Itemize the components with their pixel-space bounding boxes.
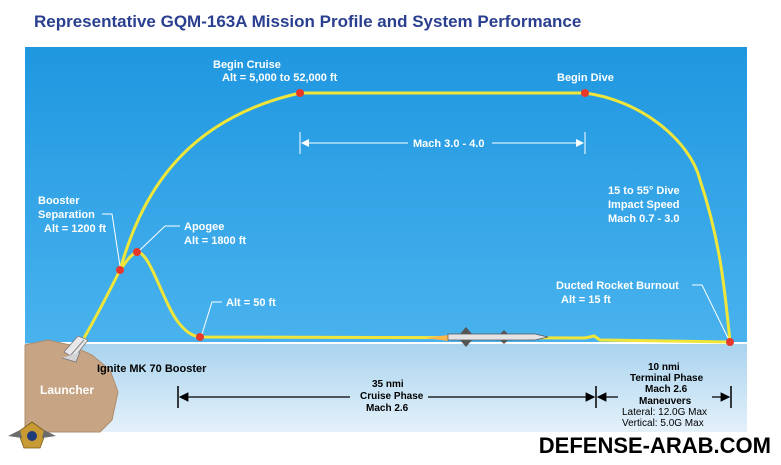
booster-separation-alt-label: Alt = 1200 ft	[44, 223, 106, 235]
booster-separation-label-2: Separation	[38, 209, 95, 221]
apogee-label: Apogee	[184, 221, 224, 233]
forum-logo	[8, 421, 56, 449]
begin-dive-label: Begin Dive	[557, 72, 614, 84]
launcher-ground	[24, 339, 119, 433]
maneuvers-label: Maneuvers	[639, 396, 692, 407]
maneuvers-lateral-label: Lateral: 12.0G Max	[622, 407, 707, 418]
waypoint-begin-dive	[581, 89, 589, 97]
booster-separation-leader	[102, 213, 121, 267]
cruise-phase-label: Cruise Phase	[360, 391, 424, 402]
dive-label-1: 15 to 55° Dive	[608, 185, 680, 197]
missile-icon	[425, 327, 549, 347]
begin-cruise-alt-label: Alt = 5,000 to 52,000 ft	[222, 72, 338, 84]
ducted-burnout-alt-label: Alt = 15 ft	[561, 294, 611, 306]
sea-background	[25, 343, 747, 432]
watermark: DEFENSE-ARAB.COM	[538, 433, 771, 458]
dive-label-3: Mach 0.7 - 3.0	[608, 213, 680, 225]
begin-cruise-label: Begin Cruise	[213, 59, 281, 71]
terminal-dist-label: 10 nmi	[648, 362, 680, 373]
sky-background	[25, 47, 747, 349]
apogee-leader	[139, 225, 180, 251]
apogee-alt-label: Alt = 1800 ft	[184, 235, 246, 247]
terminal-mach-label: Mach 2.6	[645, 384, 688, 395]
waypoint-begin-cruise	[296, 89, 304, 97]
cruise-mach-label: Mach 2.6	[366, 403, 409, 414]
waypoint-apogee	[133, 248, 141, 256]
booster-separation-label-1: Booster	[38, 195, 80, 207]
launcher-icon	[61, 335, 89, 363]
ducted-burnout-label: Ducted Rocket Burnout	[556, 280, 679, 292]
alt-50-leader	[201, 301, 222, 335]
page-title: Representative GQM-163A Mission Profile …	[34, 12, 582, 31]
terminal-phase-label: Terminal Phase	[630, 373, 704, 384]
ignite-booster-label: Ignite MK 70 Booster	[97, 363, 207, 375]
maneuvers-vertical-label: Vertical: 5.0G Max	[622, 418, 704, 429]
launcher-label: Launcher	[40, 383, 94, 397]
waypoint-alt-50	[196, 333, 204, 341]
cruise-dist-label: 35 nmi	[372, 379, 404, 390]
ducted-burnout-leader	[692, 284, 729, 339]
waypoint-booster-separation	[116, 266, 124, 274]
dive-label-2: Impact Speed	[608, 199, 680, 211]
waypoint-ducted-burnout	[726, 338, 734, 346]
alt-50-label: Alt = 50 ft	[226, 297, 276, 309]
mach-cruise-label: Mach 3.0 - 4.0	[413, 138, 485, 150]
